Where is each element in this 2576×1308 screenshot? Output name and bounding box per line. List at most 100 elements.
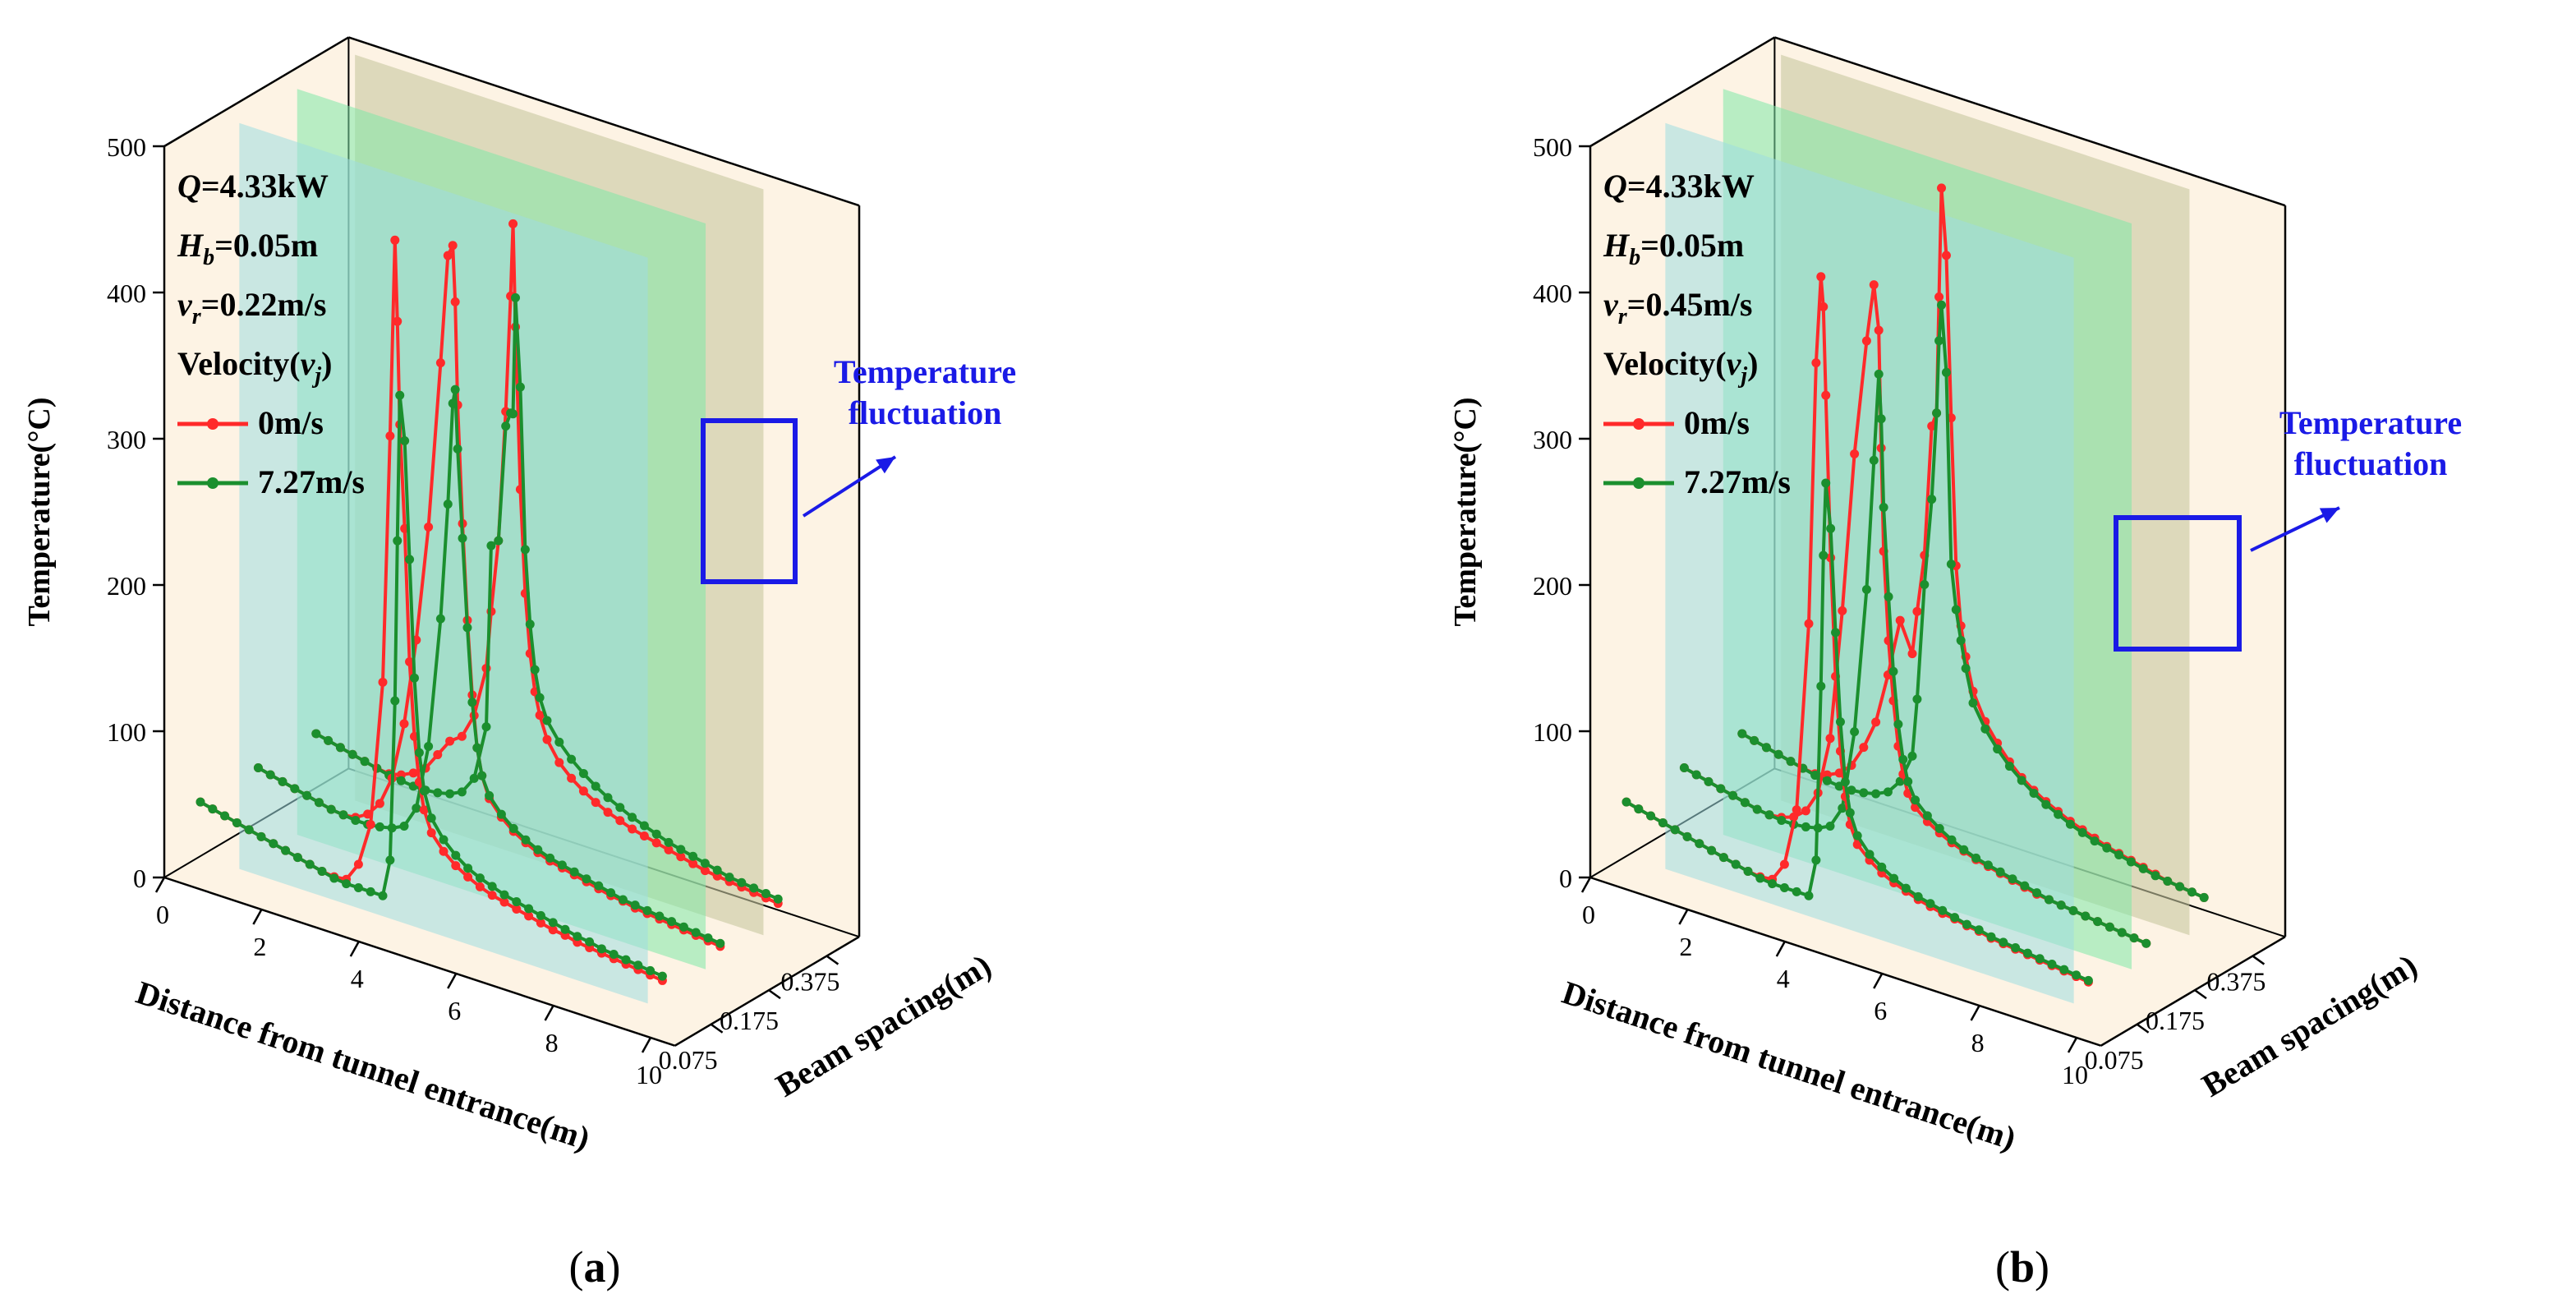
x-tick [1678, 909, 1689, 925]
data-point [642, 905, 652, 915]
data-point [1912, 606, 1922, 616]
data-point [405, 656, 415, 666]
data-point [2187, 887, 2196, 897]
data-point [1850, 449, 1860, 458]
data-point [501, 421, 511, 431]
data-point [1750, 735, 1760, 745]
data-point [1845, 808, 1855, 818]
data-point [353, 859, 363, 869]
data-point [712, 865, 722, 875]
z-tick-label: 300 [107, 425, 146, 454]
data-point [1995, 867, 2005, 877]
data-point [651, 829, 661, 839]
data-point [419, 805, 429, 815]
x-tick [252, 909, 263, 925]
data-point [1852, 840, 1862, 850]
data-point [433, 788, 443, 798]
data-point [1658, 818, 1668, 827]
data-point [458, 533, 467, 543]
data-point [1871, 717, 1881, 727]
data-point [1819, 302, 1828, 311]
data-point [2077, 827, 2087, 837]
data-point [2008, 874, 2017, 884]
beam-tick-label: 0.175 [720, 1006, 779, 1035]
data-point [657, 971, 667, 981]
data-point [2029, 788, 2039, 798]
data-point [487, 882, 497, 891]
data-point [773, 894, 783, 904]
data-point [1740, 798, 1750, 808]
data-point [1922, 811, 1932, 821]
data-point [2065, 819, 2075, 829]
data-point [1941, 251, 1951, 260]
data-point [1946, 560, 1956, 569]
data-point [533, 845, 543, 854]
data-point [664, 845, 674, 854]
data-point [525, 619, 535, 629]
data-point [1755, 873, 1765, 883]
data-point [573, 932, 582, 942]
data-point [1938, 905, 1948, 915]
data-point [545, 853, 555, 863]
data-point [393, 316, 402, 326]
legend-marker [207, 477, 218, 489]
data-point [1912, 694, 1922, 704]
data-point [450, 385, 460, 394]
data-point [1934, 292, 1944, 302]
x-tick [544, 1005, 554, 1021]
data-point [1859, 788, 1869, 798]
data-point [1691, 770, 1701, 780]
data-point [1847, 785, 1856, 795]
data-point [390, 235, 400, 245]
data-point [244, 825, 254, 835]
data-point [628, 813, 637, 822]
data-point [1704, 776, 1714, 786]
axis-line [163, 36, 350, 148]
data-point [1993, 744, 2003, 754]
data-point [515, 382, 525, 392]
data-point [232, 818, 242, 827]
data-point [1825, 734, 1835, 744]
data-point [426, 813, 436, 823]
x-tick [447, 973, 458, 989]
data-point [536, 910, 545, 920]
data-point [628, 824, 637, 834]
data-point [314, 798, 324, 808]
data-point [395, 390, 405, 400]
data-point [1761, 743, 1771, 753]
data-point [450, 297, 460, 306]
legend-entry-0m/s: 0m/s [1603, 404, 1750, 441]
data-point [351, 815, 361, 825]
z-tick-label: 0 [1559, 864, 1572, 893]
data-point [2138, 864, 2148, 873]
data-point [703, 933, 713, 943]
data-point [521, 835, 531, 845]
x-tick-label: 6 [448, 996, 461, 1025]
data-point [2102, 843, 2112, 853]
data-point [609, 949, 619, 959]
data-point [1804, 891, 1814, 900]
data-point [1779, 859, 1789, 869]
axis-line [348, 36, 860, 207]
data-point [591, 798, 600, 808]
series-line-7.27m/s-0.375 [315, 296, 780, 901]
data-point [1718, 853, 1728, 863]
data-point [1822, 776, 1832, 785]
data-point [1937, 183, 1947, 193]
data-point [1927, 421, 1937, 431]
beam-tick [2194, 989, 2207, 1000]
z-axis-label: Temperature(°C) [22, 397, 57, 626]
data-point [724, 873, 734, 882]
chart-panel-b: 0 100 200 300 400 500 Temperature(°C) 0 2 4 6 8 10 Di… [1448, 36, 2462, 1292]
data-point [1980, 724, 1990, 734]
axis-line [1774, 36, 2286, 207]
data-point [700, 866, 710, 876]
data-point [366, 887, 375, 896]
data-point [292, 853, 302, 863]
data-point [424, 741, 434, 751]
data-point [554, 737, 564, 747]
data-point [385, 855, 395, 865]
data-point [290, 784, 300, 794]
data-point [1792, 887, 1801, 896]
legend-label: 7.27m/s [258, 463, 365, 500]
